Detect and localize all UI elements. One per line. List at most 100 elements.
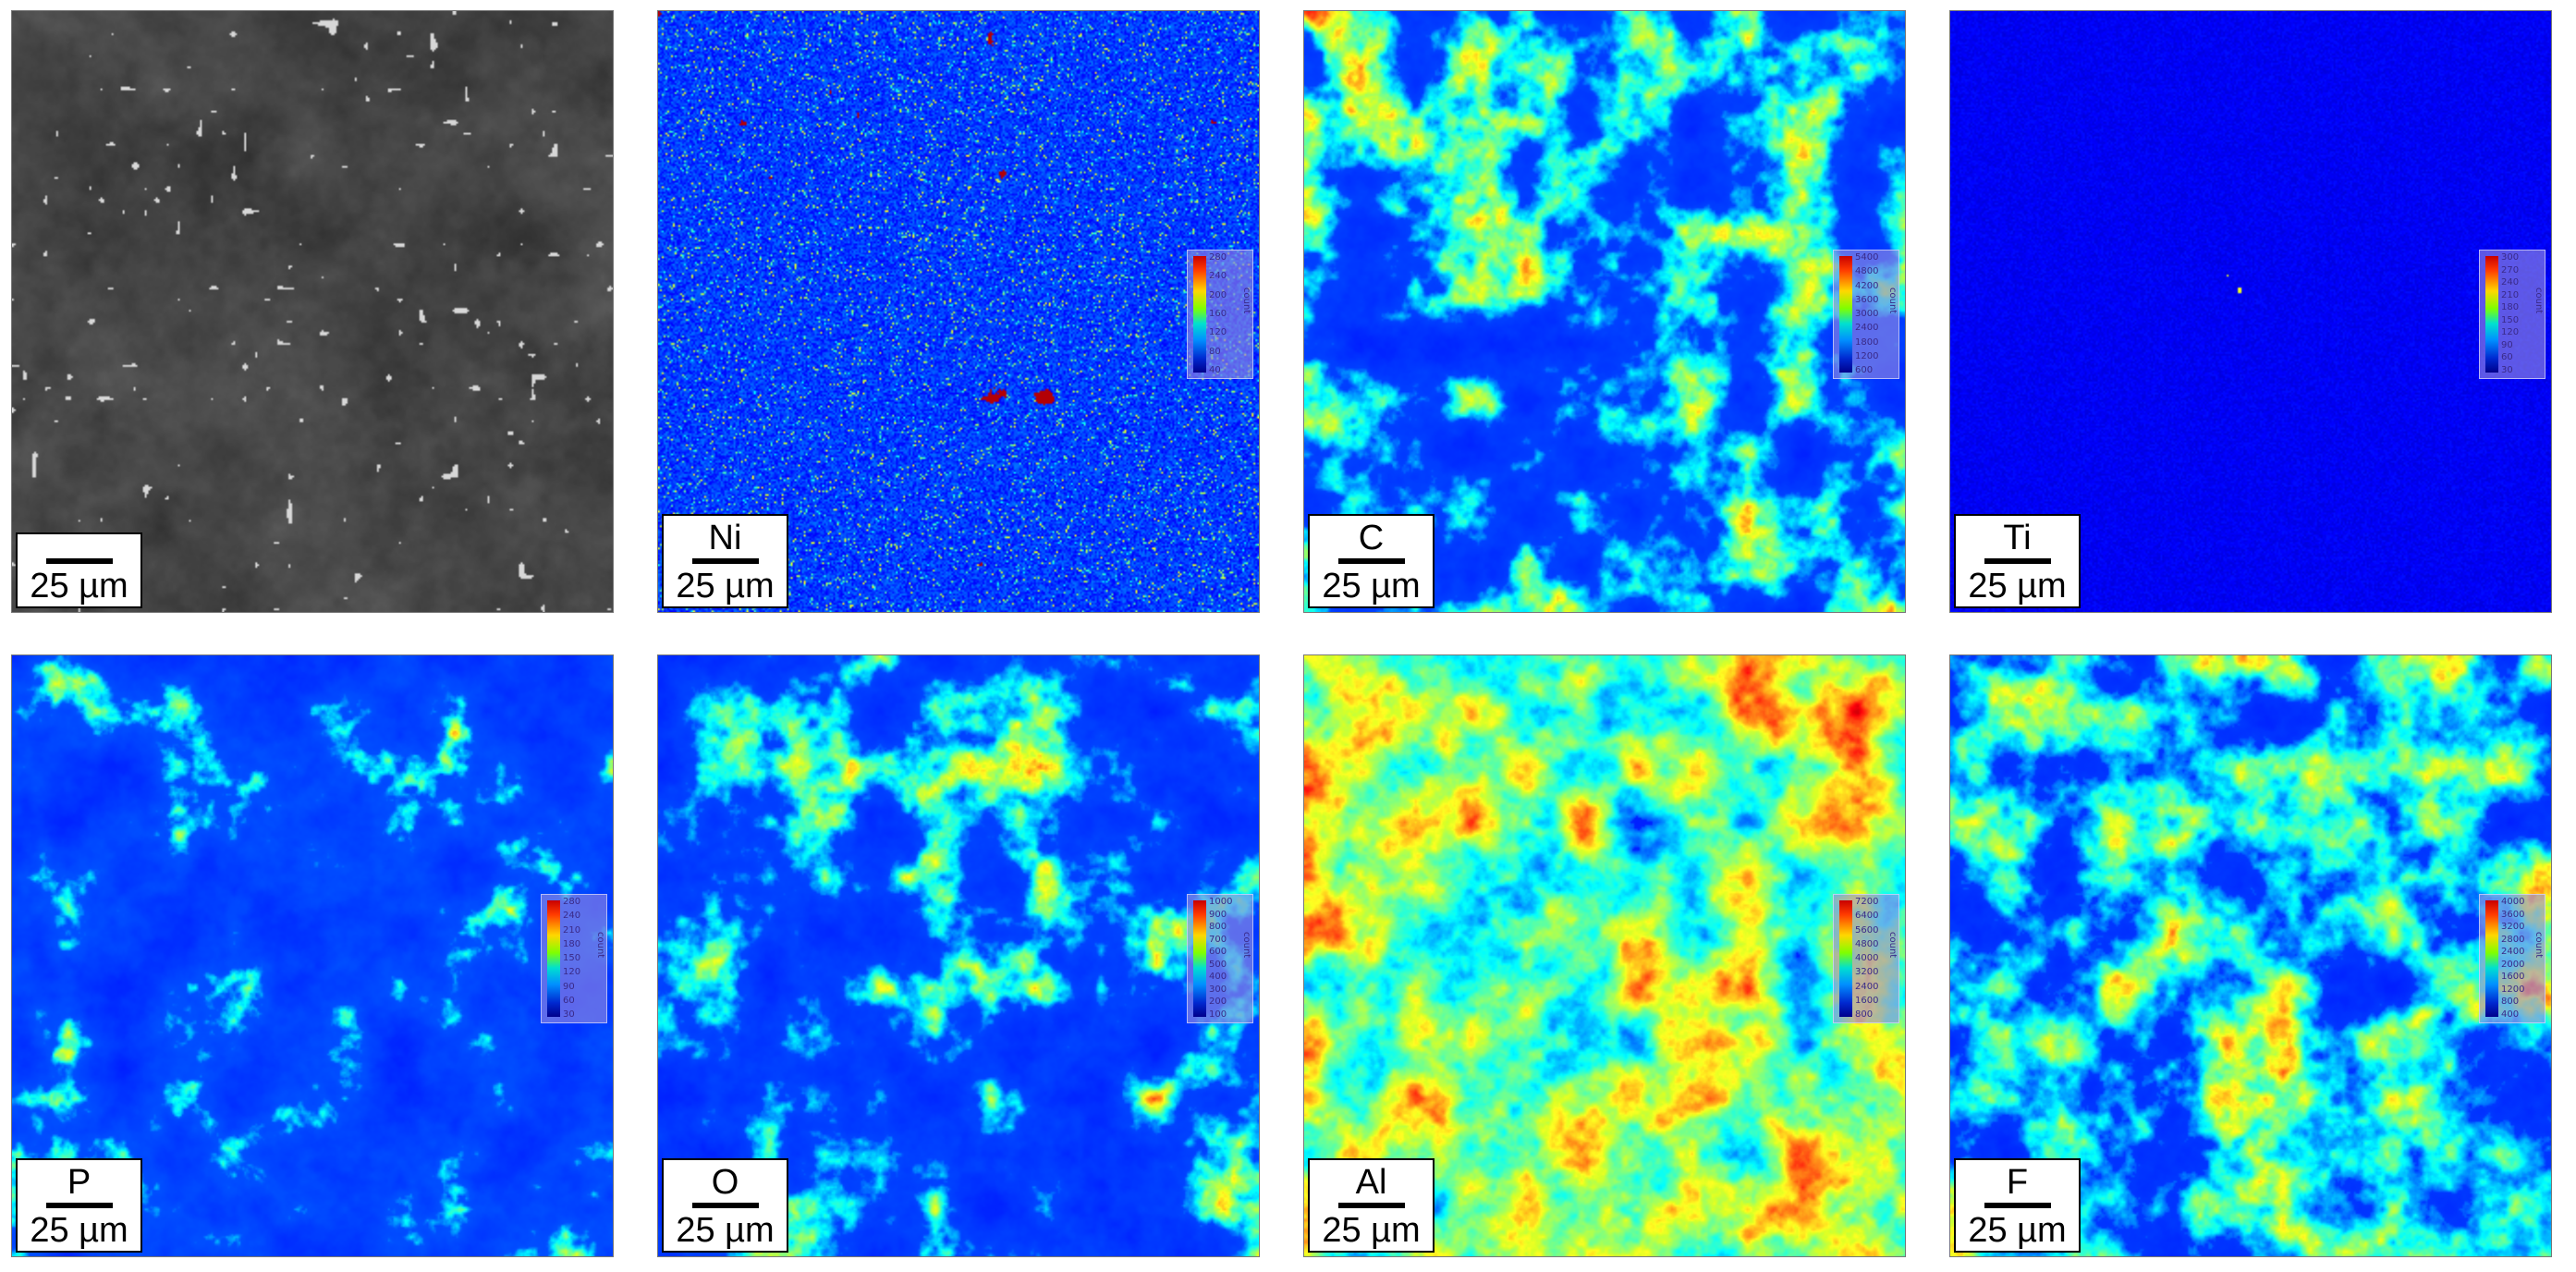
- colorbar-tick: 240: [1209, 271, 1227, 282]
- colorbar-unit: count: [595, 932, 605, 959]
- ti-element-map: [1950, 11, 2551, 612]
- colorbar-unit: count: [1241, 932, 1251, 959]
- colorbar-ticks: 5400 4800 4200 3600 3000 2400 1800 1200 …: [1855, 253, 1886, 375]
- scale-bar: [45, 1203, 113, 1208]
- colorbar-tick: 6400: [1855, 911, 1879, 922]
- colorbar-tick: 2400: [1855, 981, 1879, 992]
- colorbar-tick: 100: [1209, 1009, 1227, 1020]
- colorbar-tick: 90: [2501, 339, 2513, 350]
- colorbar-tick: 150: [563, 953, 581, 963]
- colorbar-tick: 1800: [1855, 336, 1879, 348]
- colorbar-tick: 3200: [1855, 967, 1879, 978]
- colorbar-tick: 300: [2501, 252, 2520, 263]
- c-colorbar: 5400 4800 4200 3600 3000 2400 1800 1200 …: [1833, 250, 1899, 379]
- colorbar-ticks: 300 270 240 210 180 150 120 90 60 30: [2501, 253, 2533, 375]
- colorbar-tick: 180: [2501, 302, 2520, 313]
- colorbar-tick: 40: [1209, 364, 1221, 375]
- scale-bar-box: Ni 25 µm: [662, 514, 788, 608]
- scale-label: 25 µm: [1968, 1211, 2067, 1250]
- colorbar-tick: 600: [1209, 947, 1227, 958]
- ti-map-panel: 300 270 240 210 180 150 120 90 60 30 cou…: [1949, 10, 2552, 613]
- colorbar-tick: 2000: [2501, 959, 2525, 970]
- scale-bar-box: Ti 25 µm: [1954, 514, 2081, 608]
- scale-bar-box: Al 25 µm: [1308, 1158, 1435, 1253]
- colorbar-tick: 4200: [1855, 280, 1879, 291]
- colorbar-tick: 1200: [2501, 984, 2525, 995]
- colorbar-unit: count: [1887, 932, 1898, 959]
- scale-label: 25 µm: [1968, 567, 2067, 605]
- colorbar-tick: 700: [1209, 934, 1227, 945]
- colorbar-tick: 30: [2501, 364, 2513, 375]
- colorbar-tick: 120: [2501, 327, 2520, 338]
- colorbar-tick: 500: [1209, 959, 1227, 970]
- element-label: Ti: [2003, 519, 2032, 557]
- element-label: F: [2006, 1163, 2029, 1202]
- colorbar-tick: 7200: [1855, 897, 1879, 907]
- colorbar-tick: 280: [563, 897, 581, 907]
- ti-colorbar: 300 270 240 210 180 150 120 90 60 30 cou…: [2479, 250, 2545, 379]
- colorbar-tick: 4800: [1855, 938, 1879, 949]
- p-colorbar: 280 240 210 180 150 120 90 60 30 count: [541, 894, 607, 1023]
- colorbar-unit: count: [1887, 287, 1898, 314]
- scale-label: 25 µm: [30, 567, 128, 605]
- colorbar-tick: 800: [1209, 922, 1227, 933]
- colorbar-gradient: [547, 900, 560, 1017]
- scale-bar-box: C 25 µm: [1308, 514, 1435, 608]
- colorbar-gradient: [1839, 900, 1852, 1017]
- colorbar-tick: 400: [1209, 972, 1227, 983]
- colorbar-tick: 3000: [1855, 309, 1879, 319]
- colorbar-ticks: 280 240 210 180 150 120 90 60 30: [563, 898, 594, 1020]
- c-map-panel: 5400 4800 4200 3600 3000 2400 1800 1200 …: [1303, 10, 1906, 613]
- colorbar-tick: 120: [563, 967, 581, 978]
- element-label: C: [1358, 519, 1385, 557]
- element-label: O: [711, 1163, 739, 1202]
- scale-bar: [1337, 558, 1405, 564]
- colorbar-tick: 4800: [1855, 266, 1879, 277]
- colorbar-tick: 2400: [2501, 947, 2525, 958]
- element-label: P: [67, 1163, 92, 1202]
- scale-label: 25 µm: [676, 567, 775, 605]
- sem-micrograph: [12, 11, 613, 612]
- scale-bar: [691, 1203, 759, 1208]
- colorbar-tick: 1600: [1855, 995, 1879, 1006]
- colorbar-tick: 280: [1209, 252, 1227, 263]
- colorbar-tick: 60: [2501, 352, 2513, 363]
- al-element-map: [1304, 655, 1905, 1256]
- colorbar-ticks: 4000 3600 3200 2800 2400 2000 1600 1200 …: [2501, 898, 2533, 1020]
- colorbar-tick: 400: [2501, 1009, 2520, 1020]
- colorbar-tick: 1200: [1855, 350, 1879, 361]
- colorbar-tick: 270: [2501, 264, 2520, 275]
- scale-bar: [691, 558, 759, 564]
- f-colorbar: 4000 3600 3200 2800 2400 2000 1600 1200 …: [2479, 894, 2545, 1023]
- colorbar-tick: 210: [2501, 289, 2520, 300]
- colorbar-tick: 210: [563, 924, 581, 936]
- colorbar-ticks: 1000 900 800 700 600 500 400 300 200 100: [1209, 898, 1240, 1020]
- colorbar-unit: count: [1241, 287, 1251, 314]
- scale-bar: [1984, 1203, 2051, 1208]
- scale-label: 25 µm: [1322, 567, 1421, 605]
- colorbar-gradient: [2485, 900, 2498, 1017]
- colorbar-tick: 600: [1855, 365, 1874, 375]
- p-element-map: [12, 655, 613, 1256]
- o-element-map: [658, 655, 1259, 1256]
- colorbar-ticks: 280 240 200 160 120 80 40: [1209, 253, 1240, 375]
- scale-label: 25 µm: [30, 1211, 128, 1250]
- ni-element-map: [658, 11, 1259, 612]
- colorbar-tick: 2400: [1855, 323, 1879, 334]
- element-label: Al: [1355, 1163, 1387, 1202]
- f-map-panel: 4000 3600 3200 2800 2400 2000 1600 1200 …: [1949, 654, 2552, 1257]
- f-element-map: [1950, 655, 2551, 1256]
- colorbar-tick: 900: [1209, 909, 1227, 920]
- colorbar-tick: 240: [2501, 277, 2520, 288]
- colorbar-gradient: [2485, 256, 2498, 373]
- colorbar-tick: 5400: [1855, 252, 1879, 263]
- colorbar-ticks: 7200 6400 5600 4800 4000 3200 2400 1600 …: [1855, 898, 1886, 1020]
- o-colorbar: 1000 900 800 700 600 500 400 300 200 100…: [1187, 894, 1253, 1023]
- scale-label: 25 µm: [676, 1211, 775, 1250]
- colorbar-tick: 160: [1209, 308, 1227, 319]
- al-colorbar: 7200 6400 5600 4800 4000 3200 2400 1600 …: [1833, 894, 1899, 1023]
- colorbar-unit: count: [2533, 287, 2544, 314]
- scale-bar-box: 25 µm: [16, 532, 142, 608]
- colorbar-tick: 800: [2501, 997, 2520, 1008]
